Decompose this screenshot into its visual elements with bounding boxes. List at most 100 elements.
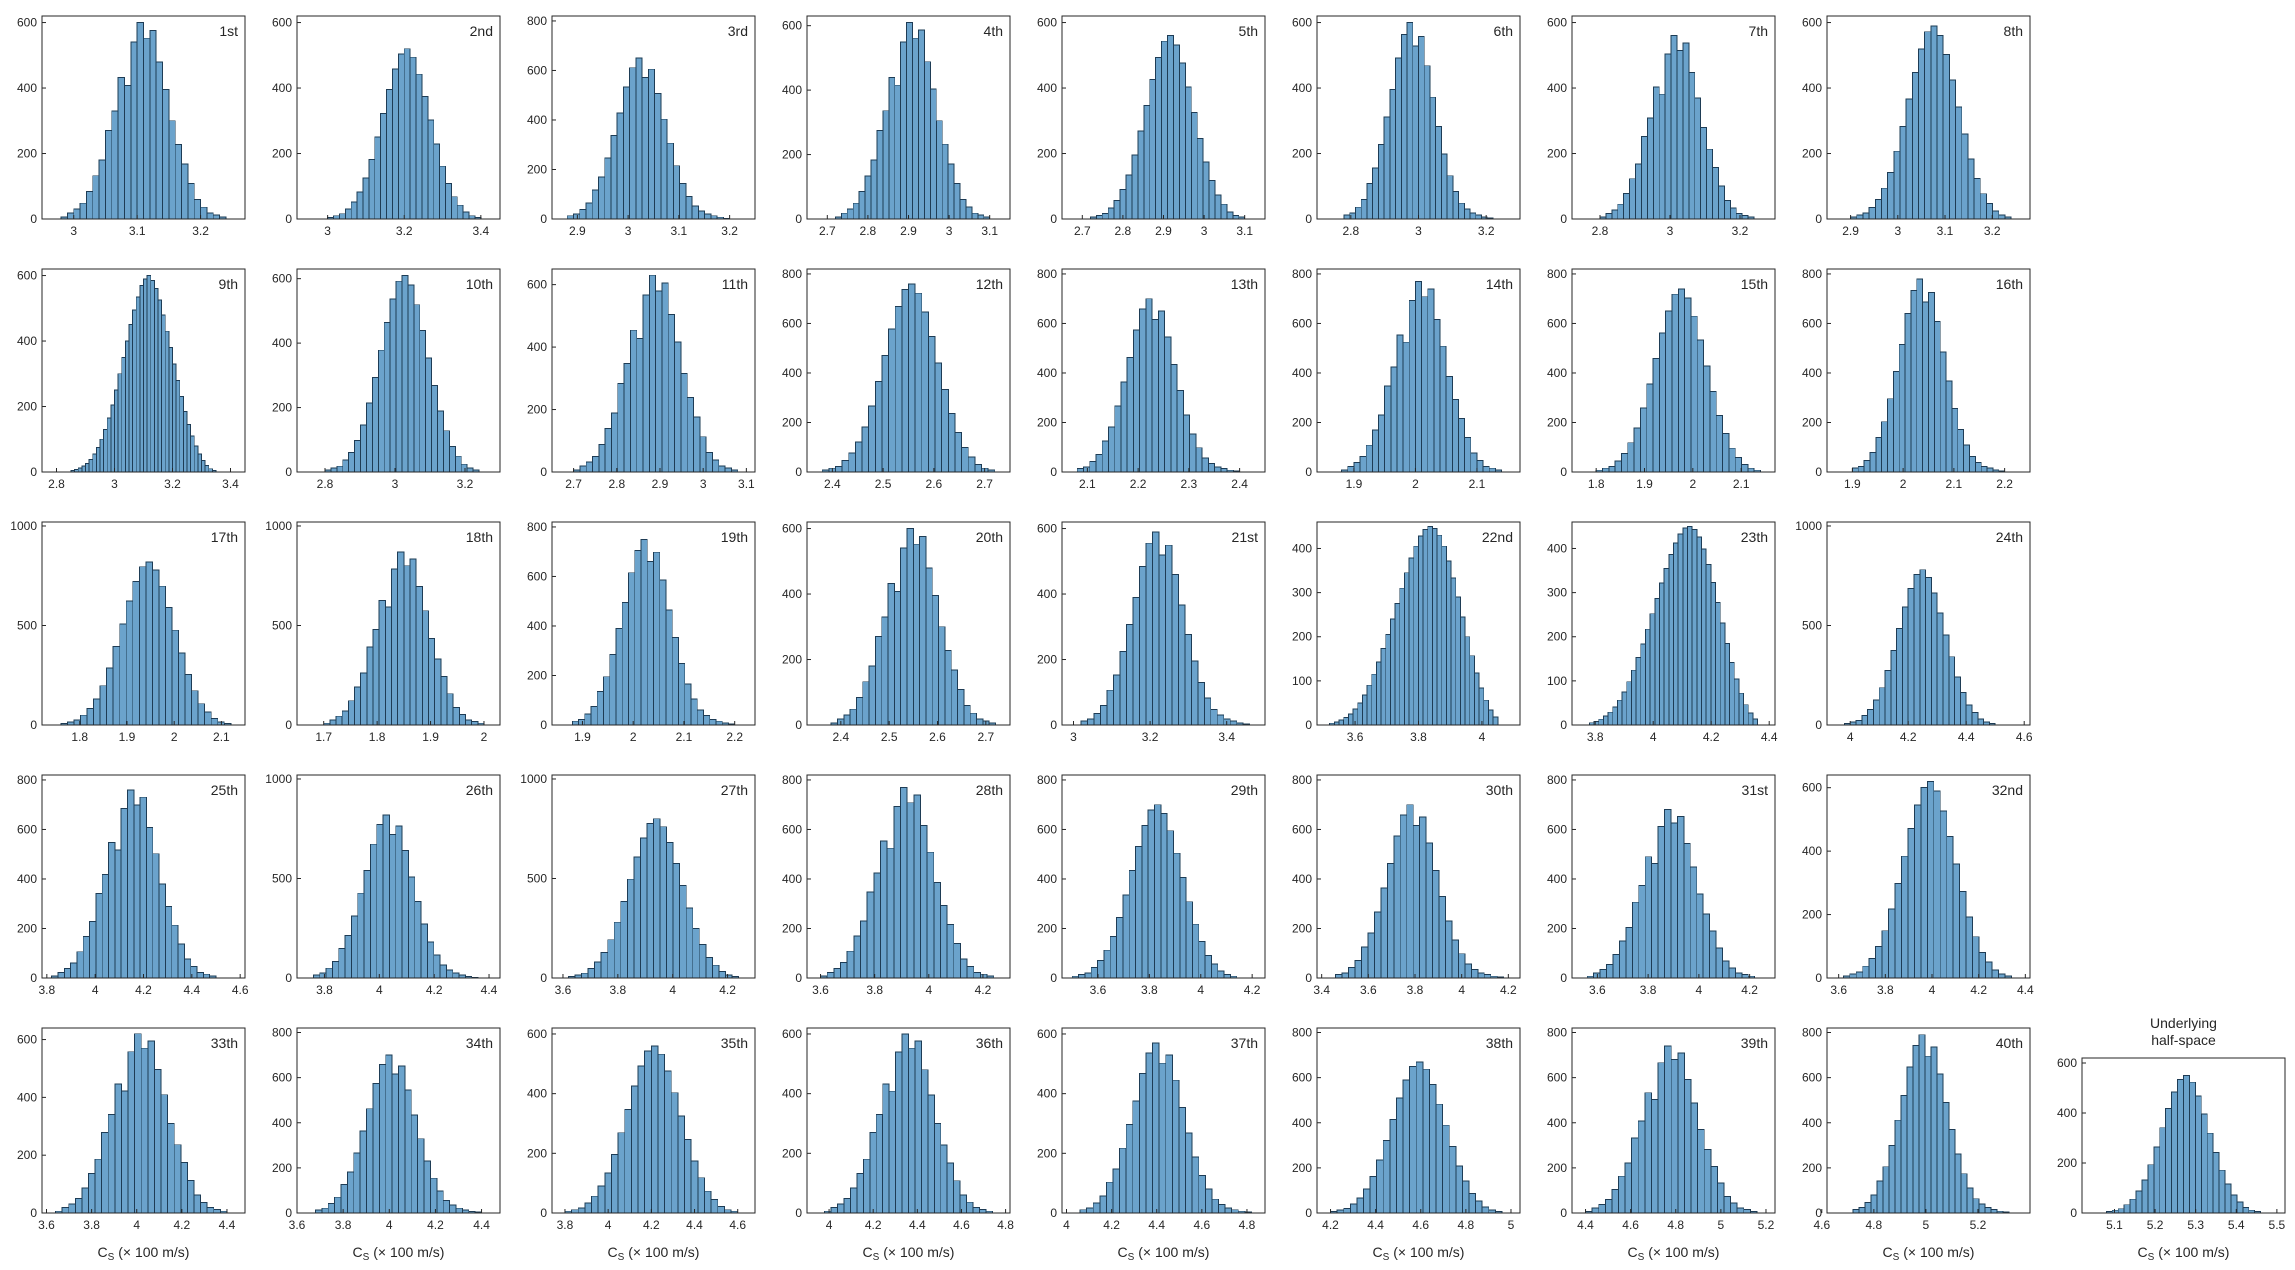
- svg-text:0: 0: [1560, 971, 1567, 985]
- histogram-32nd: 3.6 3.8 4 4.2 4.4 0 200 400 600 32nd: [1802, 774, 2034, 997]
- x-axis-label: CS (× 100 m/s): [2138, 1244, 2230, 1263]
- cell-24th: 4 4.2 4.4 4.6 0 500 1000 24th: [1785, 506, 2040, 759]
- cell-1st: 3 3.1 3.2 0 200 400 600 1st: [0, 0, 255, 253]
- svg-text:3.4: 3.4: [1313, 983, 1330, 997]
- histogram-28th: 3.6 3.8 4 4.2 0 200 400 600 800 28th: [782, 773, 1011, 997]
- svg-text:5.5: 5.5: [2269, 1218, 2286, 1232]
- svg-text:2: 2: [1689, 477, 1696, 491]
- svg-text:400: 400: [17, 81, 37, 95]
- x-axis-ticks: 1.9 2 2.1 2.2: [1844, 468, 2013, 491]
- svg-text:3.8: 3.8: [1407, 983, 1424, 997]
- cell-34th: 3.6 3.8 4 4.2 4.4 0 200 400 600 800 34th CS (× 100 …: [255, 1012, 510, 1265]
- y-axis-ticks: 0 200 400 600 800: [272, 1026, 301, 1220]
- svg-text:200: 200: [1292, 921, 1312, 935]
- histogram-bars: [1852, 1034, 2010, 1214]
- subplot-label: 17th: [211, 529, 238, 545]
- axes-box: [2081, 1057, 2286, 1214]
- svg-text:1.9: 1.9: [119, 730, 136, 744]
- svg-text:200: 200: [1802, 415, 1822, 429]
- subplot-title: half-space: [2151, 1032, 2216, 1048]
- subplot-label: 8th: [2004, 23, 2023, 39]
- axes-box: [1571, 15, 1776, 220]
- y-axis-ticks: 0 200 400 600 800: [527, 520, 556, 732]
- svg-text:2.7: 2.7: [976, 477, 993, 491]
- svg-text:0: 0: [540, 212, 547, 226]
- cell-29th: 3.6 3.8 4 4.2 0 200 400 600 800 29th: [1020, 759, 1275, 1012]
- svg-text:4.4: 4.4: [1148, 1218, 1165, 1232]
- cell-38th: 4.2 4.4 4.6 4.8 5 0 200 400 600 800 38th CS (× 100 …: [1275, 1012, 1530, 1265]
- x-axis-ticks: 3.8 4 4.2 4.4: [316, 974, 498, 997]
- svg-text:0: 0: [30, 465, 37, 479]
- histogram-18th: 1.7 1.8 1.9 2 0 500 1000 18th: [265, 519, 501, 744]
- svg-text:4.4: 4.4: [686, 1218, 703, 1232]
- svg-text:200: 200: [1037, 147, 1057, 161]
- svg-text:0: 0: [1815, 212, 1822, 226]
- x-axis-ticks: 2.8 3 3.2: [317, 468, 474, 491]
- svg-text:200: 200: [17, 921, 37, 935]
- y-axis-ticks: 0 200 400 600 800: [1037, 773, 1066, 985]
- subplot-label: 37th: [1231, 1035, 1258, 1051]
- svg-text:3.2: 3.2: [457, 477, 474, 491]
- x-axis-ticks: 1.7 1.8 1.9 2: [315, 721, 488, 744]
- svg-text:2: 2: [630, 730, 637, 744]
- svg-text:3.8: 3.8: [1587, 730, 1604, 744]
- x-axis-ticks: 2.7 2.8 2.9 3 3.1: [1074, 215, 1253, 238]
- x-axis-label: CS (× 100 m/s): [1628, 1244, 1720, 1263]
- svg-text:0: 0: [795, 465, 802, 479]
- svg-text:4.4: 4.4: [1367, 1218, 1384, 1232]
- svg-text:400: 400: [1037, 587, 1057, 601]
- histogram-6th: 2.8 3 3.2 0 200 400 600 6th: [1292, 15, 1521, 238]
- svg-text:600: 600: [1292, 822, 1312, 836]
- axes-box: [41, 521, 246, 726]
- svg-text:3.6: 3.6: [555, 983, 572, 997]
- svg-text:5.2: 5.2: [1970, 1218, 1987, 1232]
- y-axis-ticks: 0 200 400 600: [1037, 16, 1066, 226]
- y-axis-ticks: 0 200 400 600: [1037, 1027, 1066, 1220]
- y-axis-ticks: 0 200 400 600: [2057, 1056, 2086, 1220]
- histogram-bars: [834, 21, 991, 220]
- histogram-bars: [315, 1054, 483, 1214]
- svg-text:2.4: 2.4: [832, 730, 849, 744]
- histogram-bars: [830, 528, 996, 726]
- svg-text:2.6: 2.6: [929, 730, 946, 744]
- subplot-label: 39th: [1741, 1035, 1768, 1051]
- svg-text:400: 400: [527, 619, 547, 633]
- y-axis-ticks: 0 200 400 600 800: [1292, 773, 1321, 985]
- subplot-label: 3rd: [728, 23, 748, 39]
- svg-text:600: 600: [527, 63, 547, 77]
- svg-text:200: 200: [1547, 921, 1567, 935]
- cell-8th: 2.9 3 3.1 3.2 0 200 400 600 8th: [1785, 0, 2040, 253]
- subplot-label: 5th: [1239, 23, 1258, 39]
- x-axis-ticks: 2.8 3 3.2 3.4: [48, 468, 239, 491]
- svg-text:4.6: 4.6: [1813, 1218, 1830, 1232]
- axes-box: [1061, 1027, 1266, 1214]
- svg-text:4: 4: [92, 983, 99, 997]
- svg-text:3.8: 3.8: [316, 983, 333, 997]
- svg-text:200: 200: [1547, 147, 1567, 161]
- histogram-3rd: 2.9 3 3.1 3.2 0 200 400 600 800 3rd: [527, 14, 756, 238]
- x-axis-ticks: 2.7 2.8 2.9 3 3.1: [565, 468, 755, 491]
- histogram-bars: [573, 274, 739, 473]
- cell-30th: 3.4 3.6 3.8 4 4.2 0 200 400 600 800 30th: [1275, 759, 1530, 1012]
- svg-text:0: 0: [30, 718, 37, 732]
- svg-text:5.2: 5.2: [2147, 1218, 2164, 1232]
- svg-text:100: 100: [1292, 674, 1312, 688]
- axes-box: [1826, 521, 2031, 726]
- svg-text:200: 200: [1037, 921, 1057, 935]
- x-axis-ticks: 2.1 2.2 2.3 2.4: [1079, 468, 1248, 491]
- svg-text:4: 4: [1063, 1218, 1070, 1232]
- axes-box: [1316, 1027, 1521, 1214]
- histogram-bars: [313, 814, 479, 979]
- svg-text:200: 200: [1802, 1161, 1822, 1175]
- histogram-7th: 2.8 3 3.2 0 200 400 600 7th: [1547, 15, 1776, 238]
- histogram-bars: [568, 818, 739, 979]
- svg-text:2.6: 2.6: [926, 477, 943, 491]
- svg-text:3.4: 3.4: [473, 224, 490, 238]
- histogram-bars: [1343, 22, 1494, 220]
- x-axis-ticks: 3.4 3.6 3.8 4 4.2: [1313, 974, 1517, 997]
- cell-36th: 4 4.2 4.4 4.6 4.8 0 200 400 600 36th CS (× 100 m/s…: [765, 1012, 1020, 1265]
- svg-text:2.4: 2.4: [1231, 477, 1248, 491]
- svg-text:3.8: 3.8: [335, 1218, 352, 1232]
- histogram-bars: [1588, 525, 1759, 726]
- x-axis-label: CS (× 100 m/s): [353, 1244, 445, 1263]
